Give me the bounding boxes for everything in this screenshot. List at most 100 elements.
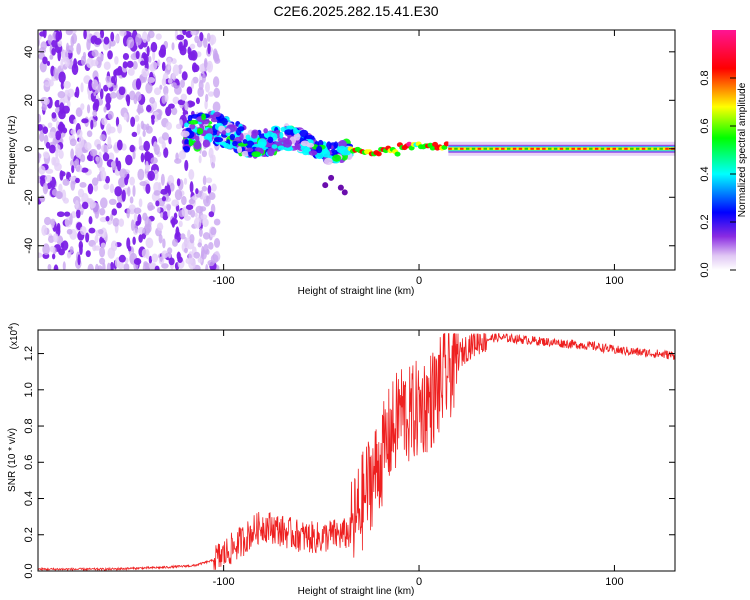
heatmap-noise-cell xyxy=(69,213,73,225)
heatmap-noise-cell xyxy=(88,216,93,225)
heatmap-noise-cell xyxy=(147,204,156,211)
heatmap-noise-cell xyxy=(129,176,135,186)
heatmap-line-cell xyxy=(559,147,564,150)
heatmap-noise-cell xyxy=(202,175,207,186)
heatmap-noise-cell xyxy=(110,76,116,84)
heatmap-noise-cell xyxy=(207,259,215,267)
heatmap-band-cell xyxy=(254,147,263,152)
heatmap-band-cell xyxy=(232,140,238,147)
heatmap-noise-cell xyxy=(149,96,156,104)
heatmap-noise-cell xyxy=(143,140,151,152)
heatmap-noise-cell xyxy=(147,76,156,83)
heatmap-band-cell xyxy=(322,182,329,189)
heatmap-noise-cell xyxy=(185,204,194,210)
heatmap-noise-cell xyxy=(81,201,89,210)
heatmap-noise-cell xyxy=(201,150,207,158)
heatmap-noise-cell xyxy=(62,127,68,134)
heatmap-noise-cell xyxy=(143,225,150,236)
heatmap-noise-cell xyxy=(117,160,122,172)
heatmap-band-cell xyxy=(234,136,242,142)
heatmap-noise-cell xyxy=(151,61,158,70)
heatmap-noise-cell xyxy=(105,215,110,222)
heatmap-noise-cell xyxy=(211,183,217,192)
heatmap-noise-cell xyxy=(47,264,52,270)
heatmap-noise-cell xyxy=(189,234,195,244)
heatmap-noise-cell xyxy=(86,57,94,69)
heatmap-band-cell xyxy=(241,150,250,157)
heatmap-noise-cell xyxy=(126,95,131,107)
heatmap-noise-cell xyxy=(123,263,130,270)
heatmap-noise-cell xyxy=(136,107,144,114)
heatmap-noise-cell xyxy=(91,79,99,91)
heatmap-noise-cell xyxy=(61,189,67,202)
heatmap-noise-cell xyxy=(171,72,176,80)
heatmap-noise-cell xyxy=(125,154,133,166)
heatmap-noise-cell xyxy=(87,183,94,195)
colorbar-label: Normalized spectral amplitude xyxy=(737,82,748,217)
heatmap-noise-cell xyxy=(206,32,211,42)
heatmap-noise-cell xyxy=(180,93,188,101)
heatmap-noise-cell xyxy=(174,189,183,201)
heatmap-line-cell xyxy=(530,147,534,150)
heatmap-line-cell xyxy=(647,147,652,150)
heatmap-noise-cell xyxy=(75,177,80,184)
heatmap-noise-cell xyxy=(70,129,76,135)
heatmap-noise-cell xyxy=(99,134,107,141)
heatmap-noise-cell xyxy=(58,183,63,193)
heatmap-noise-cell xyxy=(51,39,58,48)
heatmap-noise-cell xyxy=(179,41,183,52)
heatmap-noise-cell xyxy=(153,190,161,196)
snr-x-tick-label: 0 xyxy=(416,576,422,588)
heatmap-noise-cell xyxy=(181,71,188,81)
snr-y-tick-label: 0.6 xyxy=(23,455,35,470)
heatmap-noise-cell xyxy=(194,212,198,218)
heatmap-noise-cell xyxy=(205,195,209,204)
heatmap-band-cell xyxy=(229,133,236,141)
spectrogram-y-tick-label: 0 xyxy=(23,146,35,152)
heatmap-noise-cell xyxy=(62,261,66,270)
heatmap-noise-cell xyxy=(51,47,56,56)
heatmap-noise-cell xyxy=(157,59,161,67)
heatmap-noise-cell xyxy=(193,217,202,229)
heatmap-noise-cell xyxy=(130,219,135,232)
heatmap-noise-cell xyxy=(190,79,195,90)
heatmap-line-cell xyxy=(465,147,470,150)
snr-panel: -100 0 100 0.0 0.2 0.4 0.6 0.8 1.0 1.2 Height of… xyxy=(7,323,676,597)
heatmap-noise-cell xyxy=(100,197,108,209)
heatmap-noise-cell xyxy=(171,238,179,247)
heatmap-noise-cell xyxy=(66,45,74,54)
heatmap-line-cell xyxy=(641,147,646,150)
heatmap-noise-cell xyxy=(101,117,108,126)
heatmap-noise-cell xyxy=(158,256,165,265)
heatmap-noise-cell xyxy=(76,43,81,55)
heatmap-band-cell xyxy=(277,145,285,151)
heatmap-noise-cell xyxy=(208,211,215,218)
heatmap-noise-cell xyxy=(80,167,89,173)
heatmap-noise-cell xyxy=(60,171,66,177)
heatmap-noise-cell xyxy=(121,189,126,202)
heatmap-noise-cell xyxy=(164,185,168,192)
heatmap-band-cell xyxy=(323,157,333,166)
figure-title: C2E6.2025.282.15.41.E30 xyxy=(273,3,438,19)
snr-y-tick-label: 0.2 xyxy=(23,527,35,542)
heatmap-noise-cell xyxy=(38,124,43,131)
heatmap-noise-cell xyxy=(210,227,217,236)
heatmap-noise-cell xyxy=(188,198,196,205)
heatmap-noise-cell xyxy=(38,132,45,142)
heatmap-noise-cell xyxy=(67,88,75,98)
heatmap-noise-cell xyxy=(109,183,115,194)
heatmap-noise-cell xyxy=(170,218,178,225)
heatmap-noise-cell xyxy=(80,82,84,93)
heatmap-noise-cell xyxy=(51,253,56,260)
heatmap-noise-cell xyxy=(161,132,170,141)
heatmap-noise-cell xyxy=(91,49,99,57)
heatmap-band-cell xyxy=(193,141,202,150)
heatmap-noise-cell xyxy=(75,86,80,99)
heatmap-noise-cell xyxy=(103,106,107,113)
snr-x-tick-label: -100 xyxy=(213,576,235,588)
heatmap-noise-cell xyxy=(71,33,78,45)
heatmap-band-cell xyxy=(271,144,278,149)
heatmap-noise-cell xyxy=(168,136,172,145)
heatmap-noise-cell xyxy=(152,50,156,61)
heatmap-noise-cell xyxy=(174,158,182,164)
